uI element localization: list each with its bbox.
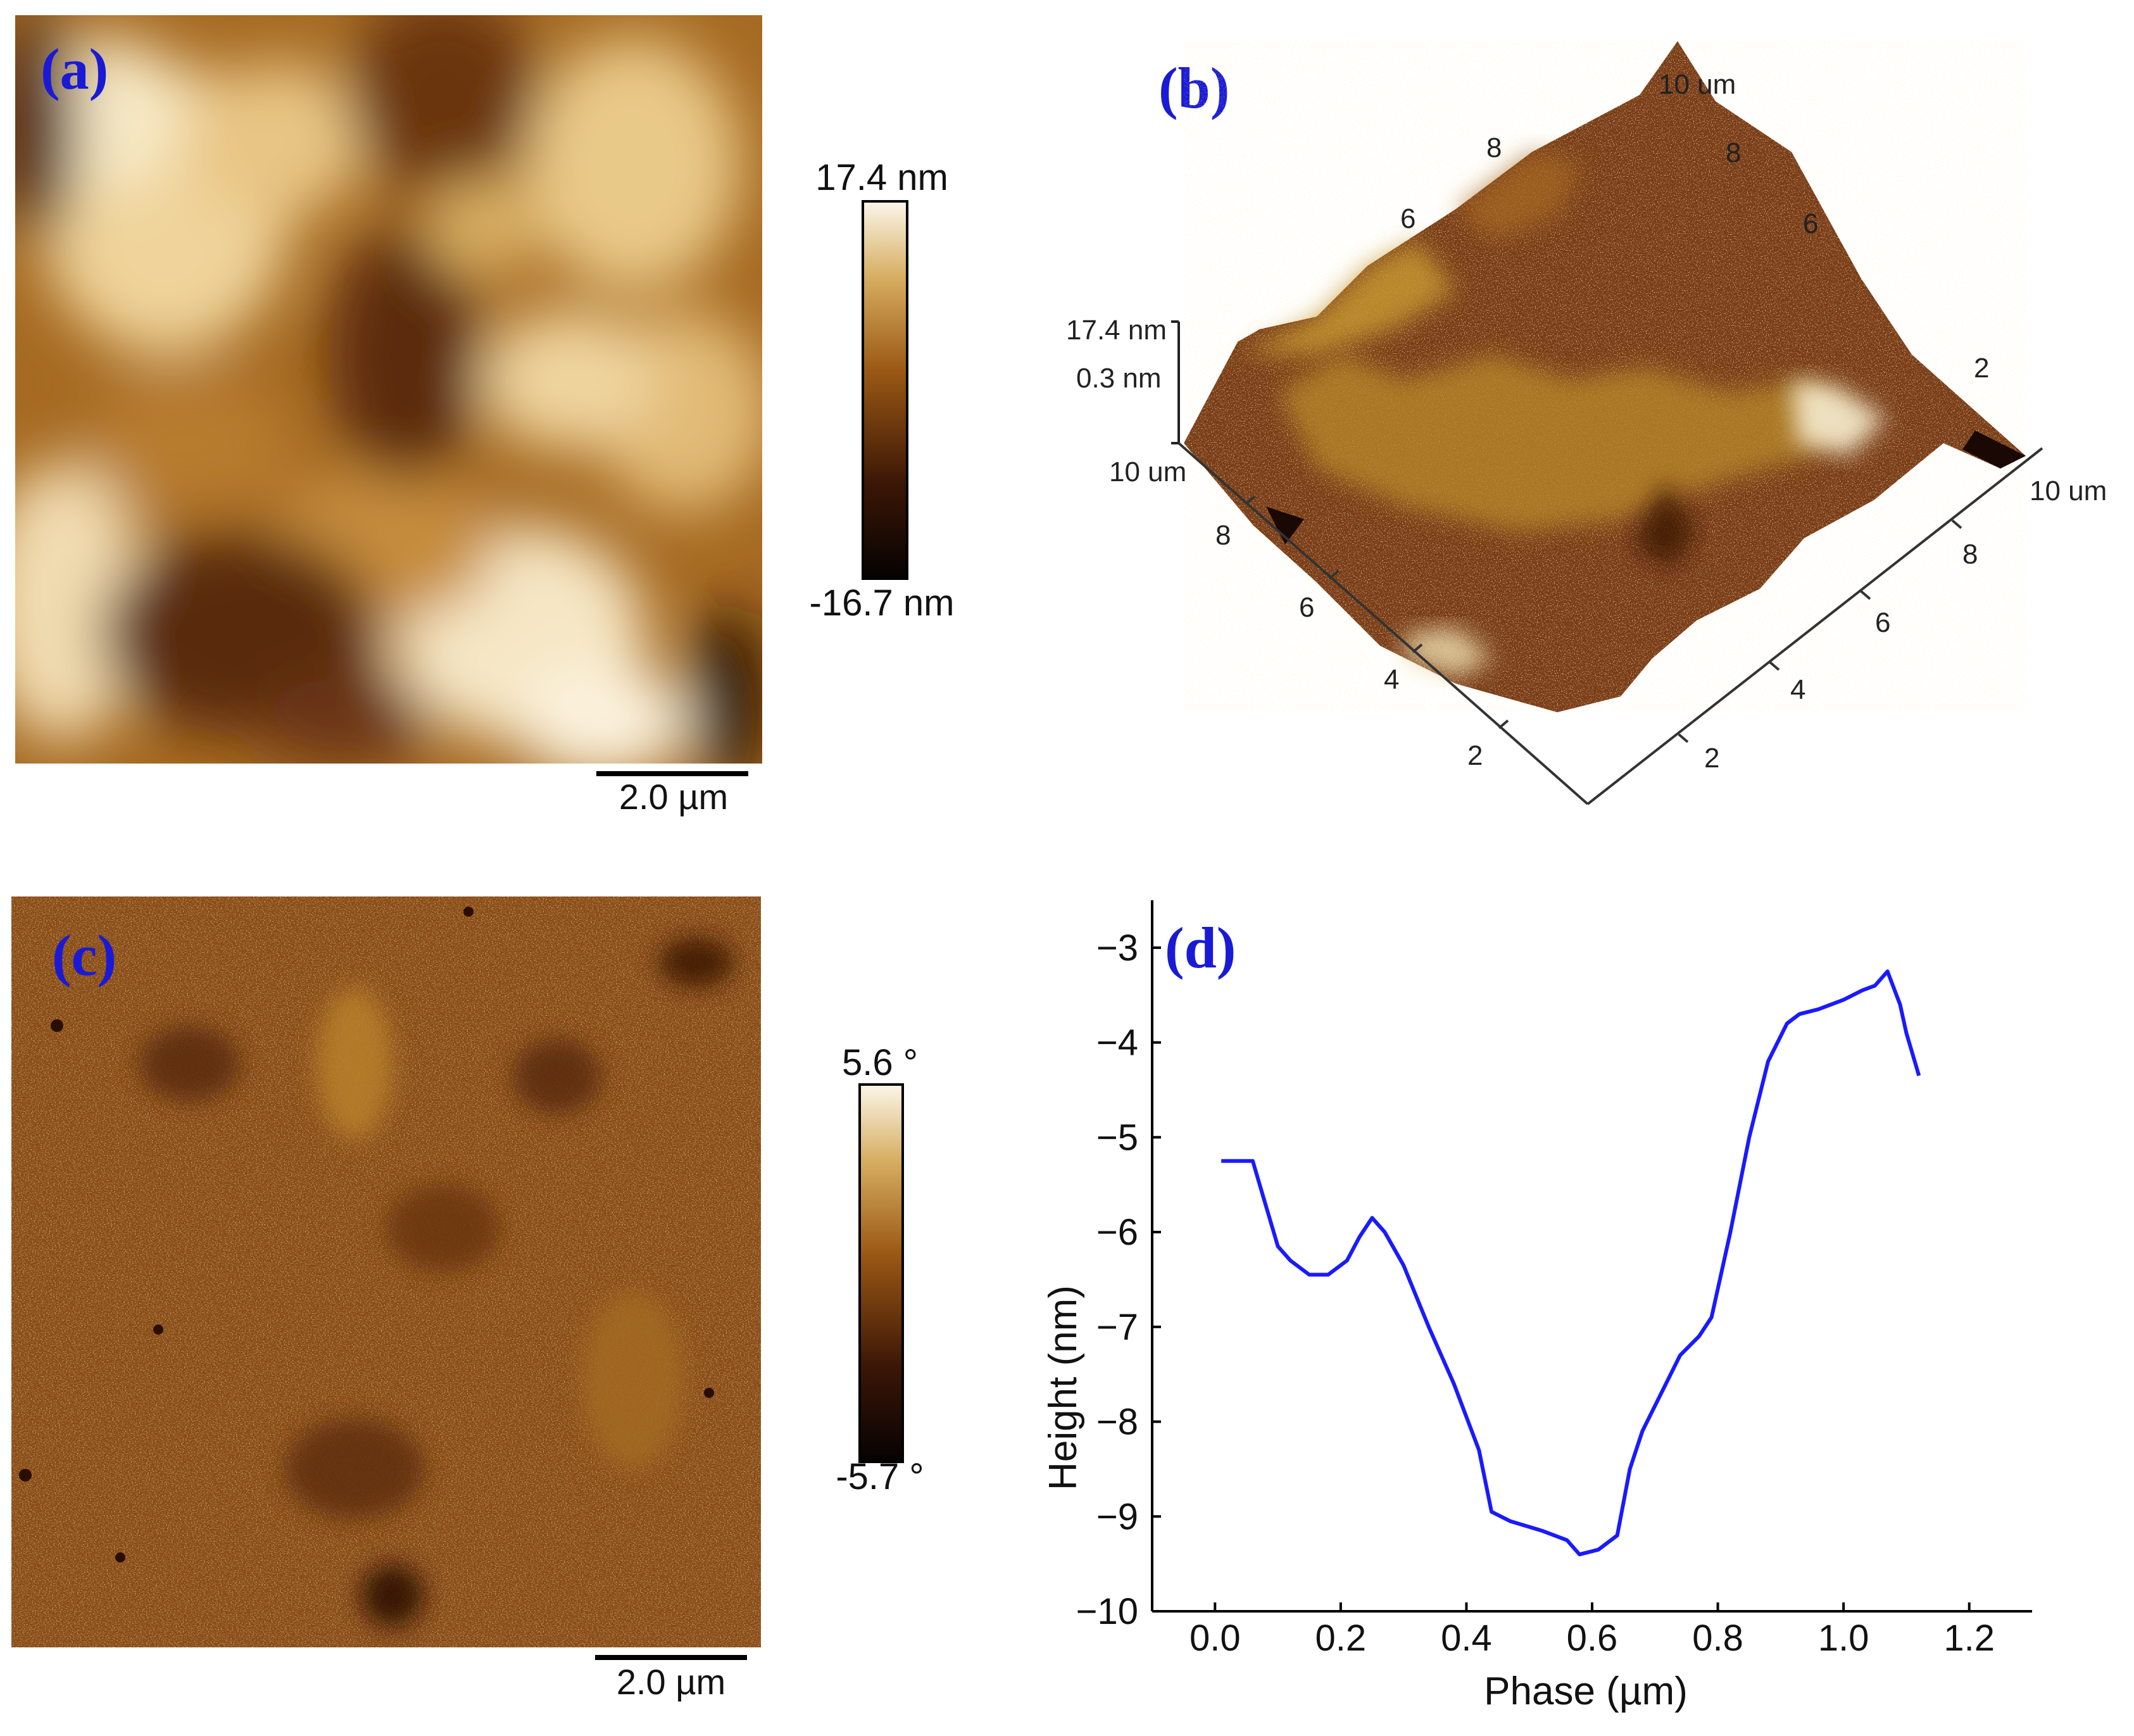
- panel-b-back-ticks: 6 8 8 6 2: [1400, 132, 1989, 384]
- panel-b-back-tick-label: 8: [1726, 137, 1741, 168]
- y-tick-label: −7: [1096, 1307, 1138, 1348]
- panel-a-figure: (a) 17.4 nm -16.7 nm 2.0 µm: [15, 15, 955, 817]
- y-axis-label: Height (nm): [1041, 1285, 1085, 1490]
- panel-b-left-tick-label: 8: [1215, 520, 1231, 551]
- panel-b-back-tick-label: 6: [1400, 203, 1415, 234]
- panel-c-colorbar: [858, 1083, 904, 1463]
- panel-b: (b) 17.4 nm 0.3 nm 10 um 10 um 10 um 2: [1013, 0, 2134, 836]
- panel-c-colorbar-min: -5.7 °: [836, 1456, 924, 1497]
- y-tick-label: −10: [1076, 1591, 1138, 1632]
- afm-3d-surface: [1184, 41, 2026, 712]
- panel-a: (a) 17.4 nm -16.7 nm 2.0 µm: [0, 0, 1013, 836]
- x-tick-label: 1.0: [1818, 1618, 1869, 1659]
- panel-b-top-axis-end: 10 um: [1659, 69, 1736, 100]
- panel-b-right-ticks: 2 4 6 8: [1678, 519, 1978, 774]
- series-line: [1221, 969, 1921, 1557]
- panel-b-right-tick-label: 8: [1962, 539, 1978, 570]
- panel-b-left-tick-label: 2: [1467, 740, 1483, 771]
- panel-b-figure: (b) 17.4 nm 0.3 nm 10 um 10 um 10 um 2: [1066, 41, 2107, 805]
- panel-b-right-tick-label: 4: [1790, 674, 1805, 705]
- panel-b-left-ticks: 2 4 6 8: [1215, 495, 1509, 771]
- panel-a-scalebar-label: 2.0 µm: [619, 777, 728, 817]
- panel-a-colorbar-min: -16.7 nm: [810, 582, 955, 624]
- panel-b-left-tick-label: 4: [1384, 664, 1399, 695]
- panel-c-label: (c): [52, 923, 116, 988]
- panel-d-label: (d): [1165, 915, 1236, 980]
- panel-c-figure: (c) 5.6 ° -5.7 ° 2.0 µm: [11, 896, 924, 1702]
- panel-a-colorbar-max: 17.4 nm: [815, 157, 948, 198]
- panel-b-right-tick-label: 6: [1875, 607, 1890, 638]
- panel-b-left-tick-label: 6: [1299, 592, 1314, 623]
- panel-b-right-tick-label: 2: [1704, 743, 1719, 774]
- x-tick-label: 1.2: [1943, 1618, 1995, 1659]
- panel-c-colorbar-max: 5.6 °: [842, 1042, 918, 1083]
- panel-b-axis-right: [1586, 447, 2043, 805]
- y-tick-label: −9: [1096, 1496, 1138, 1537]
- panel-d: 0.0 0.2 0.4 0.6 0.8 1.0 1.2 −3 −4 −5 −6 −7 −8 −9 −10 (…: [1013, 874, 2134, 1733]
- afm-height-image: [15, 15, 762, 764]
- x-tick-label: 0.8: [1692, 1618, 1743, 1659]
- y-tick-label: −5: [1096, 1117, 1138, 1158]
- panel-b-left-axis-end: 10 um: [1109, 456, 1186, 487]
- panel-b-z-max: 17.4 nm: [1066, 315, 1167, 346]
- y-tick-label: −4: [1096, 1022, 1138, 1064]
- panel-d-chart: 0.0 0.2 0.4 0.6 0.8 1.0 1.2 −3 −4 −5 −6 −7 −8 −9 −10 (…: [1041, 900, 2032, 1713]
- panel-c-scalebar-label: 2.0 µm: [617, 1662, 725, 1702]
- panel-b-label: (b): [1158, 56, 1229, 120]
- x-tick-label: 0.6: [1567, 1618, 1618, 1659]
- panel-b-right-axis-end: 10 um: [2030, 475, 2107, 506]
- x-tick-label: 0.0: [1189, 1618, 1241, 1659]
- panel-b-back-tick-label: 8: [1486, 132, 1502, 163]
- y-tick-label: −3: [1096, 928, 1138, 969]
- panel-b-z-mid: 0.3 nm: [1076, 363, 1162, 394]
- panel-a-label: (a): [41, 37, 108, 101]
- y-tick-label: −8: [1096, 1402, 1138, 1443]
- panel-b-back-tick-label: 2: [1974, 353, 1989, 384]
- x-tick-label: 0.2: [1315, 1618, 1367, 1659]
- x-tick-label: 0.4: [1441, 1618, 1492, 1659]
- x-axis-label: Phase (µm): [1484, 1670, 1688, 1713]
- y-tick-label: −6: [1096, 1212, 1138, 1253]
- panel-b-back-tick-label: 6: [1803, 208, 1818, 239]
- panel-a-colorbar: [862, 200, 908, 580]
- panel-c: (c) 5.6 ° -5.7 ° 2.0 µm: [0, 874, 1013, 1733]
- axis-ticks: 0.0 0.2 0.4 0.6 0.8 1.0 1.2 −3 −4 −5 −6 −7 −8 −9 −10: [1076, 928, 1995, 1659]
- afm-phase-image: [11, 896, 761, 1647]
